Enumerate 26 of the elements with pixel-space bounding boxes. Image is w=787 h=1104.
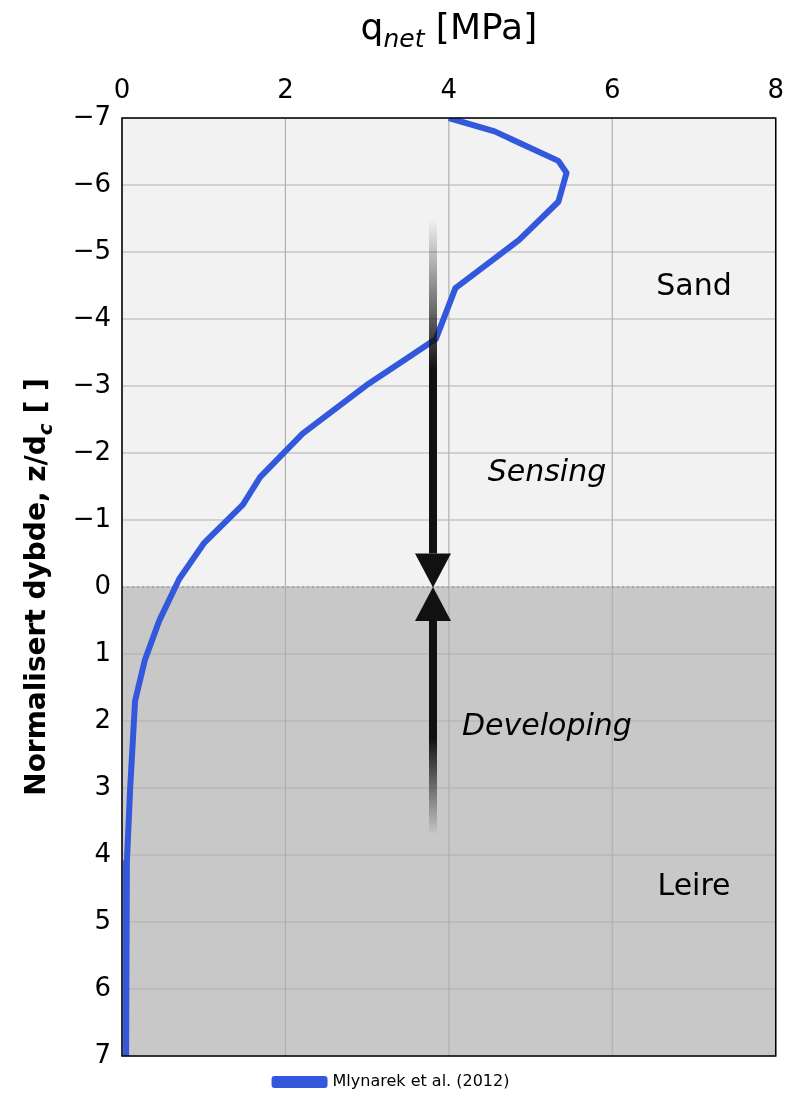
- y-tick-label: −6: [72, 167, 111, 198]
- x-tick-label: 0: [113, 74, 131, 105]
- x-tick-label: 4: [440, 74, 458, 105]
- y-tick-label: 0: [94, 569, 111, 600]
- x-tick-label: 8: [767, 74, 784, 105]
- band-label: Leire: [657, 866, 731, 902]
- y-tick-label: −3: [72, 368, 111, 399]
- y-tick-label: 3: [94, 770, 111, 801]
- y-tick-label: 4: [94, 837, 111, 868]
- y-tick-label: −5: [72, 234, 111, 265]
- y-axis-title: Normalisert dybde, z/dc [ ]: [19, 378, 57, 796]
- y-tick-label: −2: [72, 435, 111, 466]
- y-tick-label: −1: [72, 502, 111, 533]
- band-label: Sand: [656, 266, 732, 302]
- y-tick-label: −7: [72, 100, 111, 131]
- y-tick-label: 2: [94, 703, 111, 734]
- legend-label: Mlynarek et al. (2012): [332, 1071, 510, 1091]
- y-tick-label: −4: [72, 301, 111, 332]
- y-tick-label: 7: [94, 1038, 111, 1069]
- x-tick-label: 6: [604, 74, 621, 105]
- x-tick-label: 2: [277, 74, 294, 105]
- annotation: Sensing: [487, 452, 607, 488]
- y-tick-label: 6: [94, 971, 111, 1002]
- annotation: Developing: [461, 707, 632, 743]
- y-tick-label: 1: [94, 636, 111, 667]
- y-tick-label: 5: [94, 904, 111, 935]
